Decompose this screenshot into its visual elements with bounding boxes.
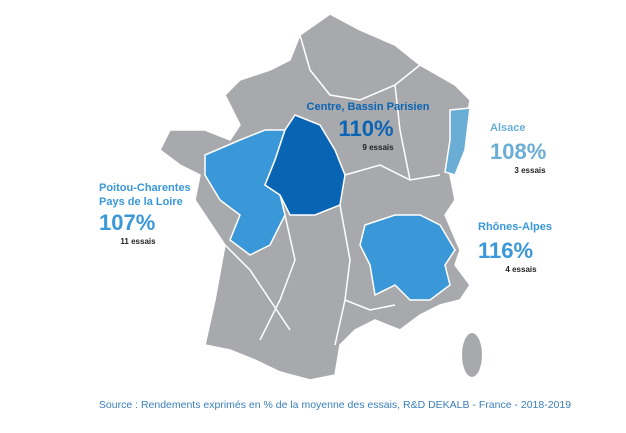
region-value: 108% xyxy=(490,139,546,164)
region-trials: 3 essais xyxy=(514,166,546,175)
region-name: Rhônes-Alpes xyxy=(478,221,552,233)
region-name: Centre, Bassin Parisien xyxy=(307,101,430,113)
region-value: 107% xyxy=(99,210,155,235)
region-name: Poitou-Charentes xyxy=(99,182,191,194)
region-centre xyxy=(264,114,346,216)
region-value: 116% xyxy=(478,238,533,263)
region-rhone-alpes xyxy=(359,214,456,301)
region-trials: 4 essais xyxy=(505,265,537,274)
corsica xyxy=(462,333,482,377)
france-map xyxy=(159,13,482,381)
region-trials: 9 essais xyxy=(362,143,394,152)
region-name: Alsace xyxy=(490,122,525,134)
region-name: Pays de la Loire xyxy=(99,196,183,208)
region-trials: 11 essais xyxy=(120,237,156,246)
source-note: Source : Rendements exprimés en % de la … xyxy=(99,399,571,411)
region-borders xyxy=(224,34,441,346)
region-poitou-pays-de-la-loire xyxy=(204,129,287,256)
region-value: 110% xyxy=(338,116,393,141)
region-alsace xyxy=(444,107,471,176)
